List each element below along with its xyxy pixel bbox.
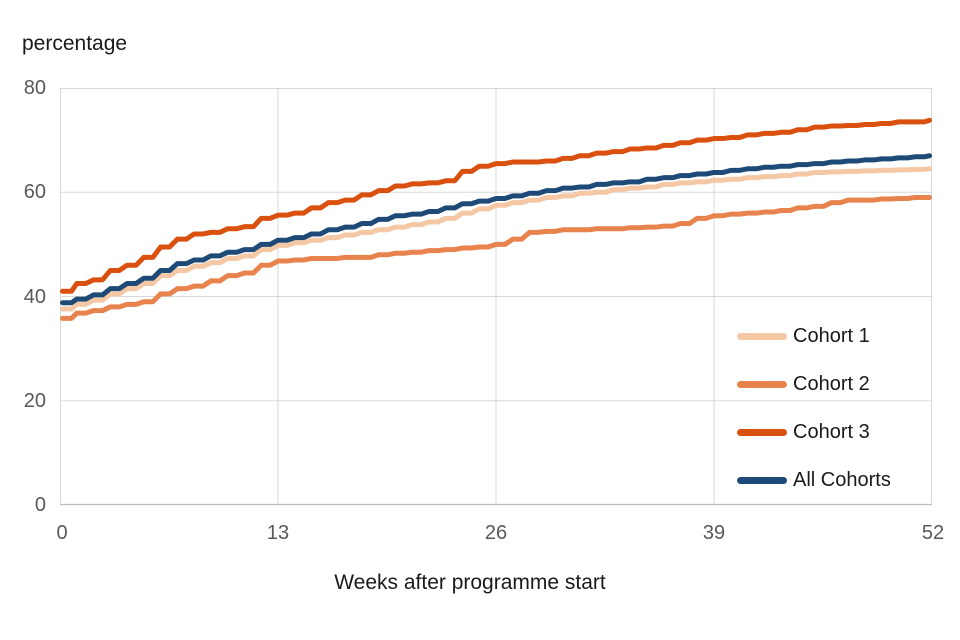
y-tick-label: 20 [23, 390, 46, 412]
y-tick-label: 60 [23, 181, 46, 203]
legend-label: All Cohorts [793, 468, 891, 491]
plot-area [60, 88, 932, 506]
legend-line-swatch-all-cohorts [737, 476, 787, 484]
legend-item-cohort-1: Cohort 1 [737, 312, 937, 360]
y-tick-label: 0 [34, 494, 46, 516]
series-line-all-cohorts [60, 153, 932, 306]
series-line-cohort-2 [60, 194, 932, 321]
legend-item-cohort-2: Cohort 2 [737, 360, 937, 408]
legend-line-swatch-cohort-2 [737, 380, 787, 388]
x-tick-label: 52 [921, 522, 945, 544]
x-tick-label: 13 [266, 522, 290, 544]
y-tick-label: 40 [23, 286, 46, 308]
legend-label: Cohort 3 [793, 420, 870, 443]
legend-line-swatch-cohort-3 [737, 428, 787, 436]
series-line-cohort-3 [60, 117, 932, 294]
legend-label: Cohort 1 [793, 324, 870, 347]
x-axis-title: Weeks after programme start [334, 571, 606, 594]
legend: Cohort 1 Cohort 2 Cohort 3 All Cohorts [737, 312, 937, 504]
y-axis-title: percentage [22, 32, 128, 55]
legend-line-swatch-cohort-1 [737, 332, 787, 340]
legend-label: Cohort 2 [793, 372, 870, 395]
x-tick-label: 26 [484, 522, 508, 544]
x-tick-label: 0 [56, 522, 68, 544]
y-tick-label: 80 [23, 77, 46, 99]
legend-item-cohort-3: Cohort 3 [737, 408, 937, 456]
legend-item-all-cohorts: All Cohorts [737, 456, 937, 504]
x-tick-label: 39 [702, 522, 726, 544]
series-line-cohort-1 [60, 166, 932, 312]
